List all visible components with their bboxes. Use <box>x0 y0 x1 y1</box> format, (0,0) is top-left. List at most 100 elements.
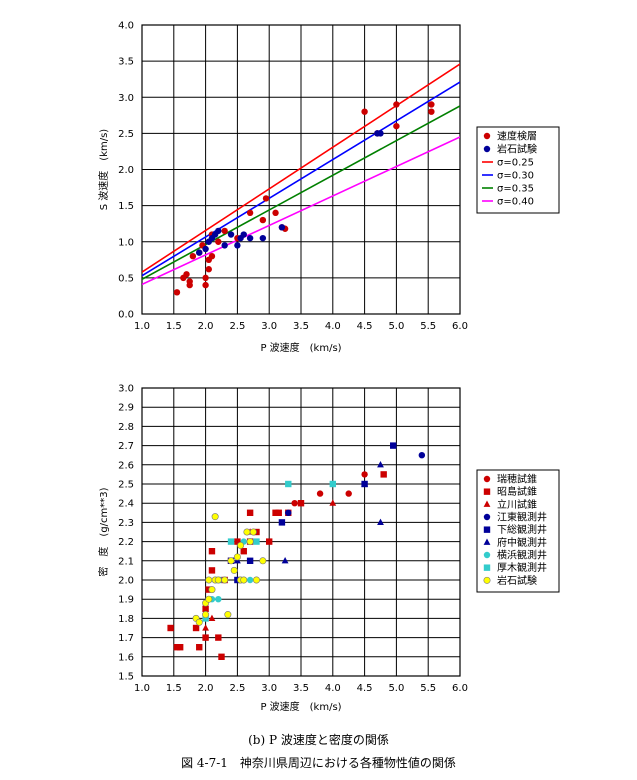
series-points <box>167 471 387 660</box>
series-points <box>173 101 435 296</box>
x-tick-label: 1.0 <box>134 321 150 332</box>
chart-1: 1.0 1.5 2.0 2.5 3.0 3.5 4.0 4.5 5.0 5.5 6.0 0.0 0.5 1… <box>97 21 560 354</box>
data-point <box>285 480 292 488</box>
x-tick-label: 2.5 <box>229 321 245 332</box>
x-tick-label: 1.0 <box>134 683 150 694</box>
data-point <box>291 500 298 507</box>
series-points <box>234 461 384 564</box>
data-point <box>281 557 289 564</box>
data-point <box>230 566 238 574</box>
x-tick-label: 6.0 <box>452 683 468 694</box>
legend-label: 岩石試験 <box>497 574 537 587</box>
data-point <box>215 238 222 245</box>
data-point <box>221 242 228 249</box>
data-point <box>329 480 336 488</box>
y-tick-label: 2.5 <box>118 129 134 140</box>
y-tick-label: 3.5 <box>118 57 134 68</box>
data-point <box>275 509 282 516</box>
data-point <box>233 553 241 561</box>
series-points <box>196 130 384 256</box>
data-point <box>186 278 193 285</box>
data-point <box>345 490 352 497</box>
data-point <box>202 611 210 619</box>
data-point <box>240 548 247 555</box>
x-axis-label: P 波速度 (km/s) <box>260 341 341 354</box>
y-tick-label: 1.5 <box>118 672 134 683</box>
x-tick-label: 5.0 <box>388 321 404 332</box>
legend-label: 横浜観測井 <box>497 549 547 562</box>
data-point <box>246 557 254 564</box>
y-tick-label: 1.5 <box>118 201 134 212</box>
data-point <box>246 234 254 242</box>
y-tick-label: 1.6 <box>118 652 134 663</box>
legend-label: σ=0.40 <box>497 197 534 208</box>
x-tick-label: 2.0 <box>198 321 214 332</box>
data-point <box>205 266 212 273</box>
series-line <box>142 63 460 273</box>
plot-frame <box>141 387 461 677</box>
x-tick-label: 3.5 <box>293 683 309 694</box>
y-axis-label: S 波速度 (km/s) <box>97 129 110 211</box>
series-line <box>142 136 460 286</box>
x-tick-label: 4.5 <box>357 321 373 332</box>
y-tick-label: 2.2 <box>118 537 134 548</box>
data-point <box>237 541 245 549</box>
x-axis-label: P 波速度 (km/s) <box>260 700 341 713</box>
series-line <box>142 105 460 281</box>
x-tick-label: 5.0 <box>388 683 404 694</box>
y-tick-label: 0.5 <box>118 273 134 284</box>
data-point <box>205 576 213 584</box>
data-point <box>208 567 216 574</box>
x-tick-label: 1.5 <box>166 683 182 694</box>
data-point <box>196 249 203 256</box>
y-tick-label: 2.9 <box>118 403 134 414</box>
data-point <box>266 538 273 545</box>
data-point <box>173 289 181 296</box>
data-point <box>202 245 209 253</box>
y-tick-label: 2.4 <box>118 499 134 510</box>
data-point <box>329 499 337 506</box>
y-tick-label: 2.8 <box>118 422 134 433</box>
legend-swatch <box>483 526 491 533</box>
data-point <box>234 242 241 249</box>
y-tick-label: 2.1 <box>118 556 134 567</box>
data-point <box>215 227 222 235</box>
figure-caption: 図 4-7-1 神奈川県周辺における各種物性値の関係 <box>181 756 456 770</box>
y-tick-label: 1.0 <box>118 237 134 248</box>
data-point <box>285 509 292 516</box>
legend-frame <box>476 126 560 214</box>
data-point <box>297 500 305 507</box>
data-point <box>227 538 235 545</box>
x-tick-label: 3.0 <box>261 321 277 332</box>
data-point <box>215 634 222 641</box>
data-point <box>393 122 400 130</box>
data-point <box>234 538 241 545</box>
data-point <box>272 209 279 217</box>
data-point <box>211 513 219 521</box>
data-point <box>377 130 384 137</box>
data-point <box>202 624 209 631</box>
data-point <box>208 586 216 594</box>
data-point <box>205 595 213 603</box>
data-point <box>418 452 426 459</box>
data-point <box>221 576 229 584</box>
data-point <box>227 557 235 565</box>
data-point <box>377 461 384 468</box>
y-tick-label: 0.0 <box>118 310 134 321</box>
data-point <box>361 471 368 478</box>
data-point <box>243 528 251 536</box>
y-tick-label: 3.0 <box>118 93 134 104</box>
data-point <box>249 528 257 536</box>
x-tick-label: 4.0 <box>325 321 341 332</box>
y-tick-label: 2.0 <box>118 165 134 176</box>
data-point <box>377 518 384 525</box>
data-point <box>202 281 209 289</box>
legend-label: 昭島試錐 <box>497 485 537 498</box>
legend-swatch <box>483 576 491 584</box>
legend-label: 厚木観測井 <box>497 561 547 574</box>
y-tick-label: 2.7 <box>118 441 134 452</box>
x-tick-label: 5.5 <box>420 683 436 694</box>
x-tick-label: 3.0 <box>261 683 277 694</box>
